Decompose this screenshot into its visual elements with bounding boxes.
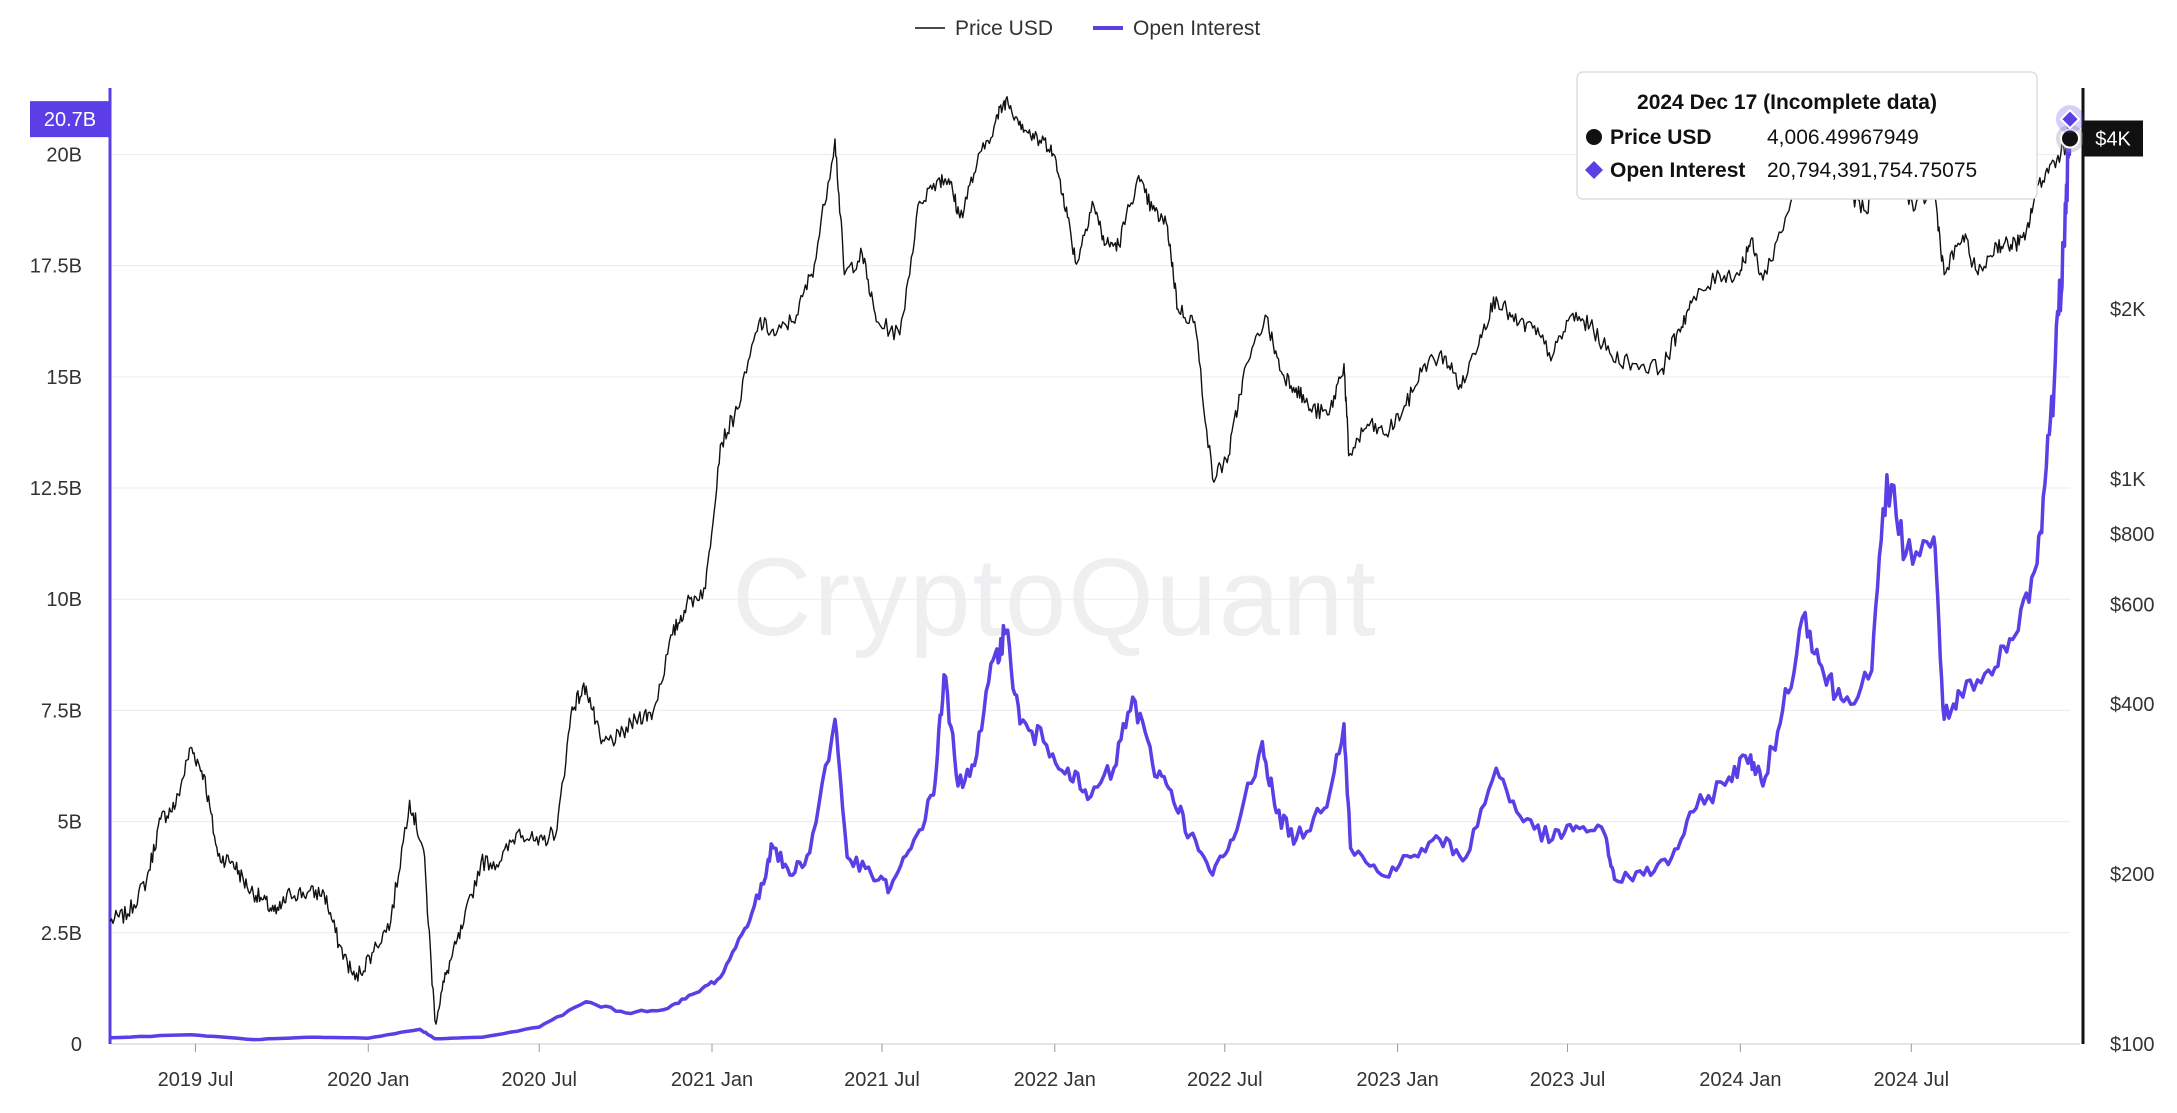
watermark: CryptoQuant (732, 536, 1378, 659)
left-axis-badge-label: 20.7B (44, 109, 96, 131)
x-tick-label: 2022 Jan (1014, 1069, 1096, 1091)
tooltip-open-interest-icon (1585, 161, 1603, 179)
tooltip-row-label: Price USD (1610, 126, 1712, 149)
left-tick-label: 17.5B (30, 256, 82, 278)
left-tick-label: 0 (71, 1034, 82, 1056)
price-usd-line[interactable] (109, 96, 2071, 1025)
right-tick-label: $200 (2110, 864, 2155, 886)
hover-markers (2056, 105, 2084, 153)
right-axis-badge (2083, 120, 2143, 157)
left-tick-label: 5B (58, 812, 82, 834)
x-tick-label: 2021 Jan (671, 1069, 753, 1091)
right-tick-label: $600 (2110, 594, 2155, 616)
right-tick-label: $400 (2110, 694, 2155, 716)
x-tick-label: 2022 Jul (1187, 1069, 1263, 1091)
tooltip-row-label: Open Interest (1610, 159, 1745, 182)
x-tick-label: 2023 Jan (1356, 1069, 1438, 1091)
x-tick-label: 2020 Jan (327, 1069, 409, 1091)
right-tick-label: $2K (2110, 299, 2146, 321)
left-axis-ticks: 0 2.5B 5B 7.5B 10B 12.5B 15B 17.5B 20B (30, 144, 82, 1056)
series-lines[interactable] (109, 96, 2072, 1042)
left-tick-label: 12.5B (30, 478, 82, 500)
x-tick-label: 2023 Jul (1530, 1069, 1606, 1091)
tooltip-box (1576, 71, 2038, 200)
right-axis-badge-label: $4K (2095, 129, 2131, 151)
legend-label-open_interest[interactable]: Open Interest (1133, 17, 1260, 40)
x-tick-label: 2020 Jul (501, 1069, 577, 1091)
tooltip-row-value: 20,794,391,754.75075 (1767, 159, 1977, 182)
left-tick-label: 2.5B (41, 923, 82, 945)
right-tick-label: $100 (2110, 1034, 2155, 1056)
axis-badges: 20.7B $4K (30, 101, 2143, 157)
right-tick-label: $1K (2110, 469, 2146, 491)
x-axis-ticks: 2019 Jul 2020 Jan 2020 Jul 2021 Jan 2021 Jul… (158, 1044, 1949, 1091)
x-tick-label: 2021 Jul (844, 1069, 920, 1091)
axes (108, 88, 2085, 1045)
x-tick-label: 2024 Jul (1873, 1069, 1949, 1091)
legend-label-price[interactable]: Price USD (955, 17, 1053, 40)
x-tick-label: 2019 Jul (158, 1069, 234, 1091)
tooltip-price-icon (1586, 129, 1602, 145)
left-tick-label: 15B (46, 367, 82, 389)
x-tick-label: 2024 Jan (1699, 1069, 1781, 1091)
right-axis-ticks: $100$200$400$600$800$1K$2KK (2110, 129, 2155, 1056)
open-interest-line[interactable] (109, 119, 2072, 1042)
open-interest-marker (2059, 108, 2081, 130)
tooltip-title: 2024 Dec 17 (Incomplete data) (1637, 91, 1937, 114)
tooltip: 2024 Dec 17 (Incomplete data) Price USD 4,… (1576, 71, 2038, 200)
left-axis-badge (30, 101, 110, 138)
left-tick-label: 20B (46, 144, 82, 166)
tooltip-row-value: 4,006.49967949 (1767, 126, 1919, 149)
left-tick-label: 7.5B (41, 700, 82, 722)
legend[interactable]: Price USD Open Interest (915, 17, 1260, 40)
gridlines (110, 153, 2070, 1045)
right-tick-label: $800 (2110, 524, 2155, 546)
left-tick-label: 10B (46, 589, 82, 611)
